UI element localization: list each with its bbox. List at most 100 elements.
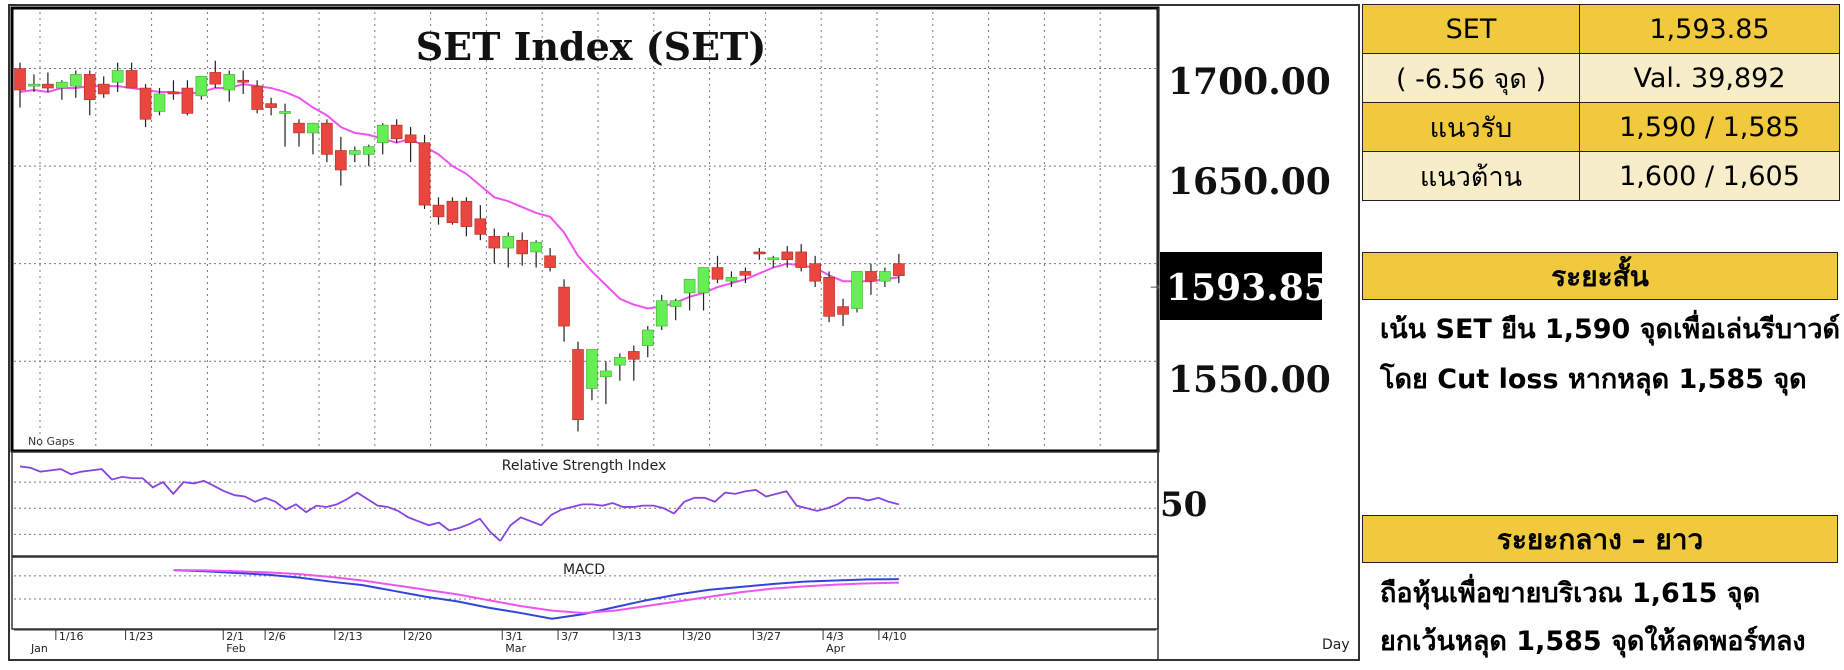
candle-body [237, 79, 249, 83]
x-tick-label: 2/6 [268, 630, 286, 643]
x-tick-label: 1/16 [59, 630, 84, 643]
x-tick-label: 3/27 [756, 630, 781, 643]
candle-body [725, 277, 738, 282]
candle-body [753, 251, 766, 255]
candle-body [181, 87, 194, 114]
candle-body [865, 271, 877, 282]
candle-body [488, 236, 501, 249]
last-price-arrow: → [1150, 280, 1160, 294]
candle-body [711, 267, 724, 280]
support-label: แนวรับ [1362, 102, 1580, 152]
candle-body [111, 70, 124, 83]
x-month-label: Jan [30, 642, 48, 655]
last-price-box [1160, 252, 1322, 320]
candle-body [460, 200, 473, 227]
index-change: ( -6.56 จุด ) [1362, 53, 1580, 103]
candle-body [139, 87, 152, 120]
candle-body [851, 271, 863, 309]
candle-body [279, 111, 291, 114]
candle-body [293, 122, 305, 134]
macd-line [173, 569, 899, 620]
candle-body [432, 204, 445, 218]
moving-average-line [19, 83, 899, 310]
candle-body [69, 74, 82, 87]
price-chart-title: SET Index (SET) [416, 24, 767, 69]
candle-body [586, 349, 598, 389]
candle-body [418, 142, 431, 206]
candle-body [335, 150, 347, 171]
candle-body [14, 68, 26, 91]
x-tick-label: 4/10 [882, 630, 907, 643]
summary-table: SET 1,593.85 ( -6.56 จุด ) Val. 39,892 แ… [1362, 4, 1840, 201]
x-tick-label: 3/1 [505, 630, 523, 643]
candle-body [251, 85, 263, 110]
stock-chart: 1/16 1/23 2/1 2/6 2/13 2/20 3/1 3/7 3/13 3/20 3/27… [8, 4, 1360, 664]
candle-body [572, 349, 584, 421]
long-term-line-1: ถือหุ้นเพื่อขายบริเวณ 1,615 จุด [1380, 578, 1761, 609]
candle-body [697, 267, 710, 294]
candle-body [683, 278, 696, 294]
chart-svg: 1/16 1/23 2/1 2/6 2/13 2/20 3/1 3/7 3/13 3/20 3/27… [8, 4, 1360, 661]
candle-body [837, 306, 849, 315]
y-tick-1550: 1550.00 [1168, 359, 1331, 401]
rsi-title: Relative Strength Index [502, 458, 666, 474]
candle-body [56, 81, 68, 89]
y-tick-1700: 1700.00 [1168, 61, 1331, 103]
short-term-line-1: เน้น SET ยืน 1,590 จุดเพื่อเล่นรีบาวด์ [1380, 314, 1841, 345]
candle-body [265, 103, 277, 108]
summary-row-change: ( -6.56 จุด ) Val. 39,892 [1362, 53, 1840, 103]
y-tick-1650: 1650.00 [1168, 161, 1331, 203]
rsi-y-tick-50: 50 [1160, 485, 1207, 525]
x-tick-label: 2/1 [226, 630, 244, 643]
macd-title: MACD [563, 562, 605, 578]
candle-body [558, 286, 570, 327]
long-term-line-2: ยกเว้นหลุด 1,585 จุดให้ลดพอร์ทลง [1380, 626, 1806, 657]
candle-body [42, 83, 54, 89]
candle-body [655, 300, 668, 327]
candle-body [600, 370, 612, 378]
x-tick-label: 2/13 [338, 630, 363, 643]
candle-body [153, 93, 166, 112]
resistance-value: 1,600 / 1,605 [1579, 151, 1840, 201]
candle-body [474, 218, 487, 235]
candle-body [795, 251, 808, 268]
support-value: 1,590 / 1,585 [1579, 102, 1840, 152]
candle-body [669, 300, 682, 307]
candle-body [809, 263, 821, 282]
candle-body [893, 263, 905, 276]
x-tick-label: 3/20 [687, 630, 712, 643]
candle-body [209, 72, 222, 85]
candle-body [879, 271, 891, 282]
summary-row-resistance: แนวต้าน 1,600 / 1,605 [1362, 151, 1840, 201]
rsi-line [499, 489, 900, 542]
candle-body [530, 241, 542, 253]
candle-body [321, 122, 333, 155]
macd-line [173, 569, 899, 614]
candle-body [404, 134, 417, 143]
resistance-label: แนวต้าน [1362, 151, 1580, 201]
candle-body [83, 74, 96, 101]
candle-body [767, 257, 780, 261]
candle-body [167, 91, 180, 95]
candle-body [28, 83, 40, 87]
candle-body [516, 239, 529, 255]
candle-body [390, 124, 403, 140]
candle-body [97, 83, 110, 95]
summary-row-index: SET 1,593.85 [1362, 4, 1840, 54]
long-term-heading: ระยะกลาง – ยาว [1362, 515, 1838, 563]
summary-row-support: แนวรับ 1,590 / 1,585 [1362, 102, 1840, 152]
gap-note: No Gaps [28, 435, 75, 448]
candle-body [348, 150, 361, 155]
candle-body [823, 277, 835, 317]
index-name: SET [1362, 4, 1580, 54]
x-month-label: Mar [505, 642, 526, 655]
macd-panel-frame [11, 556, 1159, 630]
rsi-line [19, 465, 501, 542]
candle-body [502, 236, 515, 249]
candle-body [376, 124, 389, 143]
candle-body [195, 76, 208, 97]
x-tick-label: 1/23 [129, 630, 154, 643]
candle-body [627, 351, 640, 360]
trade-value: Val. 39,892 [1579, 53, 1840, 103]
x-tick-label: 4/3 [826, 630, 844, 643]
